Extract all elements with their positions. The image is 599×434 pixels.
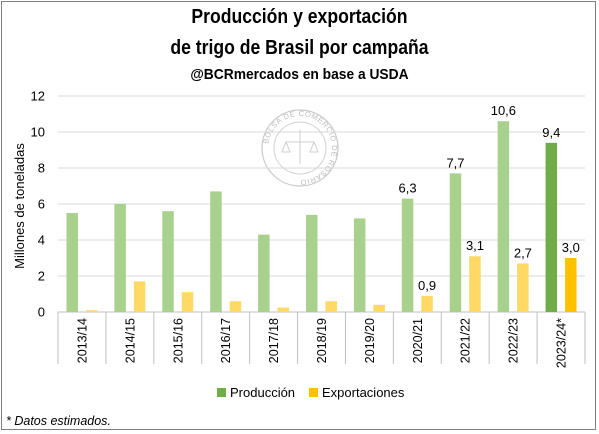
bar-exportaciones bbox=[229, 301, 242, 312]
data-label-produccion: 6,3 bbox=[399, 181, 417, 196]
legend-swatch-produccion bbox=[217, 388, 226, 397]
bar-produccion bbox=[258, 234, 270, 312]
y-tick-label: 12 bbox=[31, 89, 45, 104]
bar-produccion bbox=[66, 213, 78, 312]
x-tick-label: 2017/18 bbox=[267, 318, 281, 363]
x-tick-label: 2022/23 bbox=[507, 318, 521, 363]
bar-produccion bbox=[306, 214, 318, 312]
y-tick-label: 6 bbox=[38, 197, 45, 212]
bar-produccion bbox=[353, 218, 366, 312]
bar-exportaciones bbox=[85, 310, 98, 312]
legend-swatch-exportaciones bbox=[309, 388, 318, 397]
data-label-produccion: 10,6 bbox=[491, 103, 516, 118]
bar-produccion bbox=[545, 142, 558, 312]
chart-title-line1: Producción y exportación bbox=[191, 6, 408, 28]
data-label-produccion: 9,4 bbox=[542, 125, 560, 140]
y-tick-label: 0 bbox=[38, 305, 45, 320]
data-label-exportaciones: 2,7 bbox=[514, 245, 532, 260]
bar-exportaciones bbox=[517, 263, 529, 312]
y-tick-label: 4 bbox=[38, 233, 45, 248]
x-tick-label: 2019/20 bbox=[363, 318, 377, 363]
bar-produccion bbox=[401, 198, 414, 312]
legend-label-exportaciones: Exportaciones bbox=[322, 385, 405, 400]
chart-subtitle: @BCRmercados en base a USDA bbox=[190, 66, 409, 83]
bar-exportaciones bbox=[181, 292, 194, 312]
x-tick-label: 2021/22 bbox=[459, 318, 473, 363]
x-tick-label: 2018/19 bbox=[315, 318, 329, 363]
legend-label-produccion: Producción bbox=[230, 385, 295, 400]
x-tick-label: 2014/15 bbox=[123, 318, 137, 363]
data-label-exportaciones: 3,1 bbox=[466, 238, 484, 253]
bar-exportaciones bbox=[469, 256, 481, 312]
x-tick-label: 2023/24* bbox=[555, 318, 569, 368]
bar-exportaciones bbox=[277, 307, 290, 312]
bar-exportaciones bbox=[565, 258, 577, 312]
x-tick-label: 2013/14 bbox=[75, 318, 89, 363]
data-label-produccion: 7,7 bbox=[446, 155, 464, 170]
y-axis-title: Millones de toneladas bbox=[12, 143, 27, 269]
bar-produccion bbox=[449, 173, 462, 312]
y-tick-label: 10 bbox=[31, 125, 45, 140]
x-tick-label: 2020/21 bbox=[411, 318, 425, 363]
bar-produccion bbox=[210, 191, 222, 312]
watermark-scales-icon bbox=[281, 130, 319, 164]
data-label-exportaciones: 3,0 bbox=[562, 240, 580, 255]
bar-produccion bbox=[162, 211, 174, 312]
chart-title-line2: de trigo de Brasil por campaña bbox=[170, 37, 429, 59]
bar-exportaciones bbox=[325, 301, 337, 312]
y-tick-label: 2 bbox=[38, 269, 45, 284]
bar-exportaciones bbox=[133, 281, 146, 312]
data-label-exportaciones: 0,9 bbox=[418, 278, 436, 293]
bar-produccion bbox=[114, 204, 126, 312]
watermark-seal-outer bbox=[261, 109, 339, 187]
bar-produccion bbox=[497, 121, 510, 312]
watermark-seal-inner bbox=[273, 121, 327, 175]
bar-exportaciones bbox=[373, 304, 385, 312]
y-tick-label: 8 bbox=[38, 161, 45, 176]
footnote: * Datos estimados. bbox=[6, 414, 111, 428]
x-tick-label: 2015/16 bbox=[171, 318, 185, 363]
x-tick-label: 2016/17 bbox=[219, 318, 233, 363]
bar-exportaciones bbox=[421, 295, 433, 312]
